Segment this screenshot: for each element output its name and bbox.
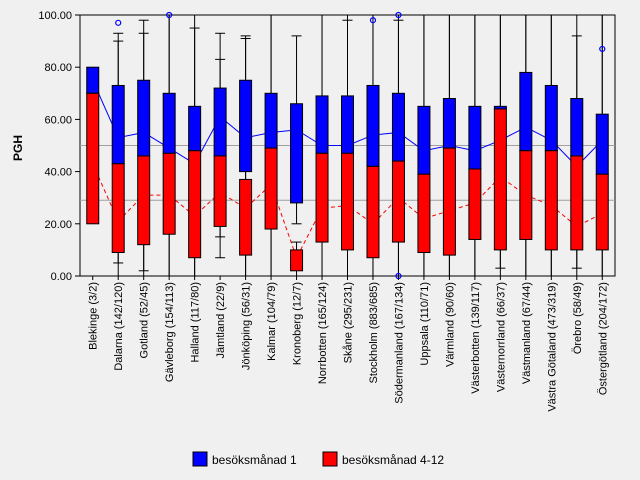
box-series-1 bbox=[213, 87, 227, 157]
box-series-2 bbox=[341, 152, 354, 251]
y-tick-label: 20.00 bbox=[44, 219, 72, 231]
box-series-2 bbox=[519, 150, 533, 240]
box-series-1 bbox=[290, 103, 304, 204]
box-series-2 bbox=[366, 165, 380, 259]
x-tick-label: Södermanland (167/134) bbox=[393, 282, 405, 404]
x-tick-label: Västerbotten (139/117) bbox=[470, 282, 482, 394]
box-series-2 bbox=[264, 147, 278, 230]
box-series-1 bbox=[366, 84, 380, 167]
x-tick-label: Blekinge (3/2) bbox=[88, 282, 100, 350]
x-tick-label: Gävleborg (154/113) bbox=[164, 282, 176, 382]
box-series-1 bbox=[341, 95, 354, 154]
x-tick-label: Värmland (90/60) bbox=[444, 282, 456, 367]
x-tick-label: Jönköping (56/31) bbox=[241, 282, 253, 370]
legend-swatch-2 bbox=[322, 451, 338, 467]
x-tick-label: Gotland (52/45) bbox=[139, 282, 151, 358]
box-series-1 bbox=[468, 105, 482, 170]
outlier-point bbox=[369, 17, 377, 24]
box-series-2 bbox=[137, 155, 151, 246]
box-series-2 bbox=[544, 150, 558, 251]
legend-label-2: besöksmånad 4-12 bbox=[342, 453, 444, 467]
x-tick-label: Västernorrland (66/37) bbox=[495, 282, 507, 392]
box-series-2 bbox=[493, 108, 507, 251]
x-tick-label: Norrbotten (165/124) bbox=[317, 282, 329, 384]
box-series-1 bbox=[391, 92, 405, 162]
box-series-1 bbox=[188, 105, 202, 152]
outlier-point bbox=[395, 11, 402, 19]
x-tick-label: Kalmar (104/79) bbox=[266, 282, 278, 361]
x-tick-label: Kronoberg (12/7) bbox=[292, 282, 304, 365]
legend: besöksmånad 1 besöksmånad 4-12 bbox=[192, 451, 444, 467]
box-series-1 bbox=[239, 79, 253, 173]
box-series-2 bbox=[468, 168, 482, 240]
box-series-2 bbox=[290, 249, 304, 272]
x-tick-label: Örebro (58/49) bbox=[572, 282, 584, 354]
box-series-1 bbox=[162, 92, 176, 154]
y-tick-label: 40.00 bbox=[44, 167, 72, 179]
legend-label-1: besöksmånad 1 bbox=[212, 453, 297, 467]
box-series-1 bbox=[570, 98, 584, 157]
x-tick-label: Dalarna (142/120) bbox=[113, 282, 125, 371]
box-series-2 bbox=[442, 147, 456, 256]
x-tick-label: Jämtland (22/9) bbox=[215, 282, 227, 358]
x-tick-label: Stockholm (883/685) bbox=[368, 282, 380, 384]
box-series-2 bbox=[391, 160, 405, 243]
box-series-1 bbox=[442, 98, 456, 149]
box-series-1 bbox=[544, 84, 558, 152]
y-axis: 0.00 20.00 40.00 60.00 80.00 100.00 bbox=[38, 10, 80, 283]
box-series-2 bbox=[111, 163, 125, 254]
x-tick-label: Västra Götaland (473/319) bbox=[546, 282, 558, 412]
y-tick-label: 60.00 bbox=[44, 114, 72, 126]
box-series-1 bbox=[111, 84, 125, 165]
box-series-2 bbox=[188, 150, 202, 259]
box-series-1 bbox=[137, 79, 151, 157]
y-axis-label: PGH bbox=[11, 135, 25, 161]
y-tick-label: 80.00 bbox=[44, 62, 72, 74]
outlier-point bbox=[166, 11, 173, 19]
box-series-2 bbox=[239, 178, 253, 256]
box-series-2 bbox=[86, 92, 100, 225]
box-series-1 bbox=[595, 113, 609, 175]
y-tick-label: 0.00 bbox=[51, 271, 72, 283]
box-series-1 bbox=[264, 92, 278, 149]
box-series-2 bbox=[595, 173, 609, 251]
box-series-1 bbox=[417, 105, 431, 175]
box-series-1 bbox=[519, 71, 533, 152]
box-series-2 bbox=[162, 152, 176, 235]
box-series-1 bbox=[315, 95, 329, 154]
x-tick-label: Halland (117/80) bbox=[190, 282, 202, 363]
outlier-point bbox=[599, 45, 606, 53]
box-series-1 bbox=[86, 66, 100, 94]
legend-swatch-1 bbox=[192, 451, 208, 467]
box-group bbox=[86, 11, 609, 280]
box-series-2 bbox=[417, 173, 431, 254]
y-tick-label: 100.00 bbox=[38, 10, 72, 22]
x-tick-label: Västmanland (67/44) bbox=[521, 282, 533, 384]
box-series-2 bbox=[570, 155, 584, 251]
x-tick-label: Uppsala (110/71) bbox=[419, 282, 431, 366]
box-series-2 bbox=[315, 152, 329, 243]
x-tick-label: Östergötland (204/172) bbox=[597, 282, 609, 395]
outlier-point bbox=[115, 19, 122, 26]
x-axis: Blekinge (3/2) Dalarna (142/120) Gotland (… bbox=[88, 276, 609, 412]
box-series-2 bbox=[213, 155, 227, 227]
x-tick-label: Skåne (295/231) bbox=[343, 282, 355, 363]
